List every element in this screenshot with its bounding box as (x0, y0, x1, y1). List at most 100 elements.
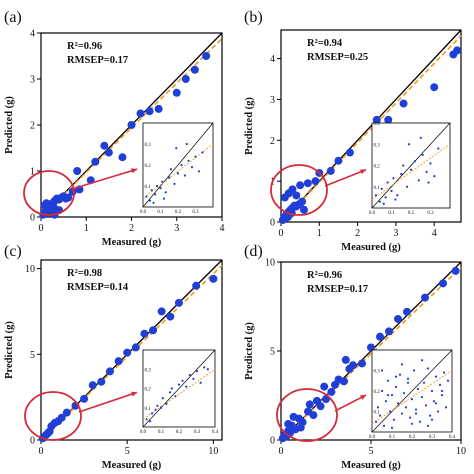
inset-data-point (390, 189, 393, 193)
r-squared-label: R²=0.96 (67, 41, 102, 52)
inset-data-point (197, 170, 201, 173)
inset-y-tick-label: 0.1 (374, 411, 381, 416)
inset-data-point (183, 174, 187, 177)
inset-data-point (394, 375, 398, 378)
y-tick-label: 1 (30, 167, 35, 178)
highlight-circle (23, 170, 75, 216)
data-point (345, 148, 354, 157)
data-point (292, 191, 301, 200)
inset-data-point (145, 418, 148, 421)
data-point (181, 75, 190, 83)
highlight-circle (270, 164, 328, 216)
data-point (376, 332, 384, 341)
data-point (367, 343, 375, 352)
inset-x-tick-label: 0.2 (409, 435, 416, 440)
inset-data-point (148, 199, 152, 202)
inset-data-point (190, 166, 194, 169)
panel-label: (b) (244, 9, 263, 26)
inset-data-point (180, 163, 183, 167)
y-tick-label: 0 (30, 436, 35, 447)
data-point (385, 327, 393, 336)
data-point (127, 121, 136, 129)
inset-data-point (374, 194, 377, 197)
data-point (384, 115, 393, 124)
inset-x-tick-label: 0.1 (389, 435, 396, 440)
data-point (73, 167, 82, 175)
inset-data-point (390, 426, 394, 429)
inset-data-point (442, 371, 446, 374)
inset-data-point (206, 368, 209, 371)
inset-data-point (420, 359, 424, 362)
y-tick-label: 0 (270, 436, 275, 447)
inset-data-point (173, 182, 176, 185)
inset-y-tick-label: 0.4 (374, 122, 381, 127)
x-tick-label: 1 (317, 228, 322, 239)
data-point (105, 367, 114, 376)
inset-data-point (432, 400, 436, 403)
inset-x-tick-label: 0.4 (212, 430, 219, 435)
panel-label: (c) (4, 243, 22, 260)
inset-data-point (185, 385, 188, 388)
data-point (64, 193, 73, 202)
inset-data-point (154, 408, 157, 411)
data-point (157, 307, 166, 316)
data-point (334, 156, 343, 165)
inset-data-point (177, 383, 181, 386)
data-point (288, 185, 297, 194)
inset-x-tick-label: 0.3 (192, 210, 199, 215)
inset-data-point (199, 381, 202, 384)
data-point (284, 419, 293, 428)
inset-data-point (426, 424, 430, 427)
inset-data-point (159, 187, 162, 190)
fit-line (40, 264, 223, 441)
x-axis-title: Measured (g) (341, 460, 401, 471)
y-tick-label: 3 (270, 95, 275, 106)
inset-data-point (429, 162, 432, 165)
panel-label: (d) (244, 243, 263, 260)
panel-c: (c) 0 5 10 0 5 10 Measured (g) Predicted (g) R²=0… (4, 243, 223, 471)
data-point (62, 408, 71, 417)
inset-data-point (419, 136, 422, 139)
inset-data-point (188, 373, 191, 377)
data-point (340, 377, 348, 386)
inset-data-point (433, 175, 436, 178)
inset-data-point (378, 414, 382, 417)
data-point (149, 326, 158, 335)
data-point (118, 153, 127, 162)
inset-identity-line (142, 349, 216, 428)
inset-data-point (390, 394, 394, 397)
data-point (451, 266, 460, 275)
inset-data-point (162, 197, 166, 200)
x-tick-label: 4 (432, 228, 437, 239)
inset-y-tick-label: 0.3 (145, 143, 152, 148)
x-tick-label: 10 (456, 446, 466, 457)
zoom-arrow (78, 391, 138, 413)
inset-data-point (380, 369, 384, 372)
inset-data-point (159, 406, 163, 409)
inset-data-point (176, 172, 180, 175)
inset-data-point (392, 418, 396, 421)
data-point (140, 329, 149, 338)
y-tick-label: 0 (30, 213, 35, 224)
inset-data-point (406, 381, 410, 384)
rmsep-label: RMSEP=0.25 (307, 52, 368, 63)
inset-data-point (187, 159, 190, 162)
rmsep-label: RMSEP=0.17 (307, 284, 368, 295)
panel-d: (d) 0 5 10 0 5 10 Measured (g) Predicted (g) R²=0… (244, 243, 466, 471)
inset-data-point (195, 370, 199, 373)
data-point (341, 355, 350, 364)
zoom-arrow (334, 394, 367, 412)
y-tick-label: 4 (30, 29, 35, 40)
r-squared-label: R²=0.98 (67, 268, 102, 279)
x-tick-label: 0 (39, 223, 44, 234)
inset-data-point (430, 389, 434, 393)
inset-data-point (430, 418, 434, 421)
data-point (190, 65, 199, 74)
inset-fit-line (142, 368, 216, 420)
data-point (305, 400, 314, 409)
inset-x-tick-label: 0.4 (449, 435, 456, 440)
inset-x-tick-label: 0.1 (388, 211, 395, 216)
y-tick-label: 10 (25, 264, 35, 275)
x-tick-label: 2 (355, 228, 360, 239)
